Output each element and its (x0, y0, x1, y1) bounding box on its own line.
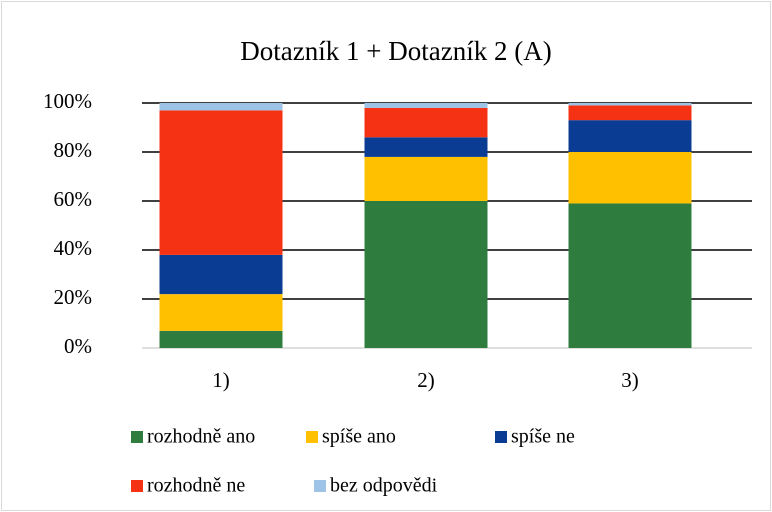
legend-swatch (314, 480, 326, 492)
y-tick-label: 80% (54, 138, 93, 162)
bar-segment (364, 201, 488, 348)
y-tick-label: 40% (54, 236, 93, 260)
chart-title: Dotazník 1 + Dotazník 2 (A) (240, 36, 551, 66)
y-tick-label: 100% (43, 89, 92, 113)
y-tick-label: 0% (64, 334, 92, 358)
legend-label: bez odpovědi (330, 475, 438, 497)
bar-segment (159, 110, 283, 255)
x-tick-label: 2) (417, 368, 435, 392)
legend-label: spíše ne (511, 426, 575, 448)
bar-segment (364, 103, 488, 108)
bar-segment (364, 137, 488, 157)
bar-segment (364, 156, 488, 201)
bar-segment (568, 105, 692, 121)
legend-label: spíše ano (322, 426, 396, 448)
bar-segment (159, 254, 283, 295)
legend-label: rozhodně ano (147, 426, 255, 448)
bar-segment (568, 203, 692, 348)
legend-swatch (306, 431, 318, 443)
x-tick-label: 1) (212, 368, 230, 392)
bar-segment (159, 103, 283, 111)
x-tick-label: 3) (621, 368, 639, 392)
y-tick-label: 20% (54, 285, 93, 309)
legend-swatch (495, 431, 507, 443)
y-tick-label: 60% (54, 187, 93, 211)
bar-segment (159, 294, 283, 331)
legend-swatch (131, 480, 143, 492)
legend-label: rozhodně ne (147, 475, 245, 497)
bar-segment (568, 152, 692, 204)
bar-segment (364, 107, 488, 138)
bar-segment (159, 330, 283, 348)
bar-segment (568, 103, 692, 106)
bar-segment (568, 120, 692, 152)
legend-swatch (131, 431, 143, 443)
